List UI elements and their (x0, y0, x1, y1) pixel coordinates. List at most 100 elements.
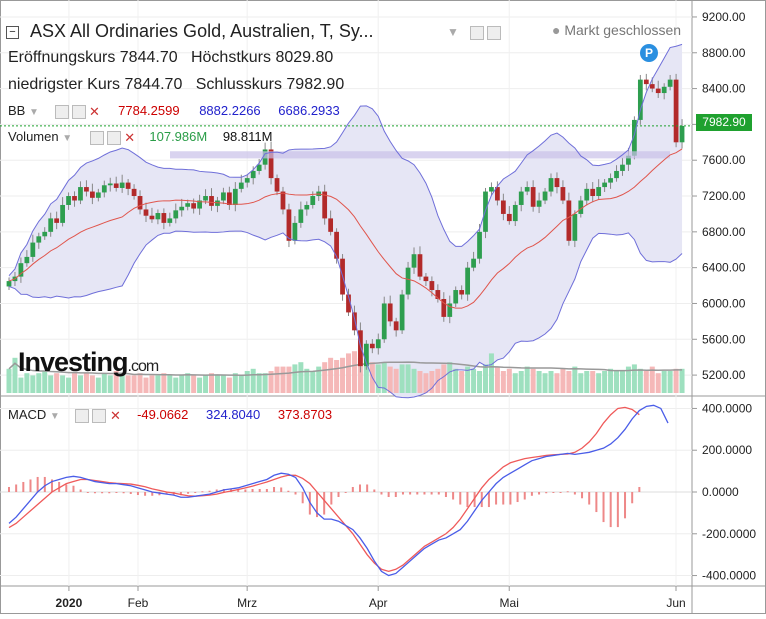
macd-hist-bar (115, 492, 118, 493)
volume-value-1: 107.986M (149, 129, 208, 144)
volume-indicator-row[interactable]: Volumen ▼ ✕ 107.986M 98.811M (8, 129, 272, 145)
status-text: Markt geschlossen (564, 22, 682, 38)
open-label: Eröffnungskurs (8, 49, 116, 66)
macd-hist-bar (380, 492, 383, 495)
eye-icon[interactable] (54, 104, 69, 119)
macd-hist-bar (394, 492, 397, 498)
candle-body (101, 185, 107, 193)
macd-indicator-row[interactable]: MACD ▼ ✕ -49.0662 324.8040 373.8703 (8, 407, 332, 423)
volume-bar (72, 373, 78, 393)
volume-label[interactable]: Volumen (8, 129, 59, 144)
macd-hist-bar (36, 476, 39, 492)
volume-bar (566, 371, 572, 393)
candle-body (334, 231, 339, 259)
macd-hist-bar (50, 479, 53, 492)
volume-bar (631, 364, 637, 393)
p-badge[interactable]: P (640, 44, 658, 62)
macd-hist-bar (86, 492, 89, 493)
macd-hist-bar (294, 492, 297, 495)
y-tick-label: 5600.00 (702, 332, 746, 346)
last-price-tag: 7982.90 (696, 114, 752, 131)
volume-bar (262, 373, 268, 393)
eye-icon[interactable] (470, 25, 484, 40)
close-icon[interactable]: ✕ (109, 407, 121, 423)
volume-bar (256, 373, 262, 393)
volume-bar (60, 375, 66, 393)
macd-hist-bar (136, 492, 139, 496)
macd-hist-bar (581, 492, 584, 499)
bb-label[interactable]: BB (8, 103, 26, 118)
candle-body (179, 206, 185, 211)
candle-body (298, 209, 304, 223)
volume-bar (298, 362, 304, 393)
chevron-down-icon[interactable]: ▼ (447, 25, 459, 39)
volume-bar (203, 375, 209, 393)
macd-hist-bar (602, 492, 605, 523)
bb-value-mid: 7784.2599 (118, 103, 180, 118)
macd-hist-bar (344, 492, 347, 493)
volume-bar (357, 357, 363, 393)
y-tick-label: 8400.00 (702, 82, 746, 96)
volume-bar (625, 366, 631, 393)
candle-body (643, 79, 649, 85)
eye-icon[interactable] (89, 130, 104, 145)
macd-hist-bar (487, 492, 490, 508)
candle-body (167, 218, 173, 223)
macd-hist-bar (573, 492, 576, 495)
gear-icon[interactable] (92, 408, 107, 423)
low-label: niedrigster Kurs (8, 76, 121, 93)
volume-bar (107, 375, 113, 393)
volume-bar (137, 373, 143, 393)
candle-body (66, 196, 71, 205)
close-icon[interactable]: ✕ (89, 103, 100, 119)
candle-body (518, 191, 524, 205)
volume-bar (244, 371, 250, 393)
chevron-down-icon[interactable]: ▼ (62, 133, 73, 144)
close-icon[interactable]: ✕ (124, 129, 136, 145)
y-tick-label: 9200.00 (702, 10, 746, 24)
gear-icon[interactable] (71, 104, 86, 119)
macd-hist-bar (523, 492, 526, 500)
volume-bar (500, 371, 506, 393)
candle-body (203, 196, 208, 201)
candle-body (90, 191, 95, 198)
candle-body (191, 203, 197, 209)
chevron-down-icon[interactable]: ▼ (49, 411, 60, 422)
chevron-down-icon[interactable]: ▼ (28, 107, 39, 118)
collapse-icon[interactable]: − (6, 22, 19, 40)
candle-body (614, 170, 619, 179)
candle-body (221, 192, 226, 201)
macd-hist-bar (122, 492, 125, 494)
eye-icon[interactable] (75, 408, 90, 423)
candle-body (280, 191, 286, 210)
bb-value-upper: 8882.2266 (199, 103, 261, 118)
gear-icon[interactable] (106, 130, 121, 145)
volume-bar (292, 364, 298, 393)
gear-icon[interactable] (487, 25, 501, 40)
volume-bar (411, 368, 417, 393)
volume-bar (18, 377, 24, 393)
candle-body (530, 187, 536, 207)
chart-title[interactable]: ASX All Ordinaries Gold, Australien, T, … (30, 21, 374, 41)
candle-body (363, 343, 369, 367)
candle-body (209, 196, 214, 206)
candle-body (197, 200, 202, 209)
candle-body (512, 204, 518, 222)
volume-bar (667, 371, 673, 393)
candle-body (274, 178, 280, 192)
volume-bar (161, 373, 167, 393)
volume-bar (66, 377, 72, 393)
candle-body (238, 182, 244, 189)
volume-bar (340, 357, 346, 393)
candle-body (352, 312, 357, 331)
candle-body (459, 290, 465, 295)
bb-indicator-row[interactable]: BB ▼ ✕ 7784.2599 8882.2266 6686.2933 (8, 103, 340, 119)
candle-body (667, 79, 673, 87)
volume-bar (536, 371, 542, 393)
macd-hist-bar (208, 490, 211, 492)
candle-body (602, 182, 607, 188)
macd-hist-bar (187, 492, 190, 494)
volume-bar (608, 368, 614, 393)
macd-label[interactable]: MACD (8, 407, 47, 422)
